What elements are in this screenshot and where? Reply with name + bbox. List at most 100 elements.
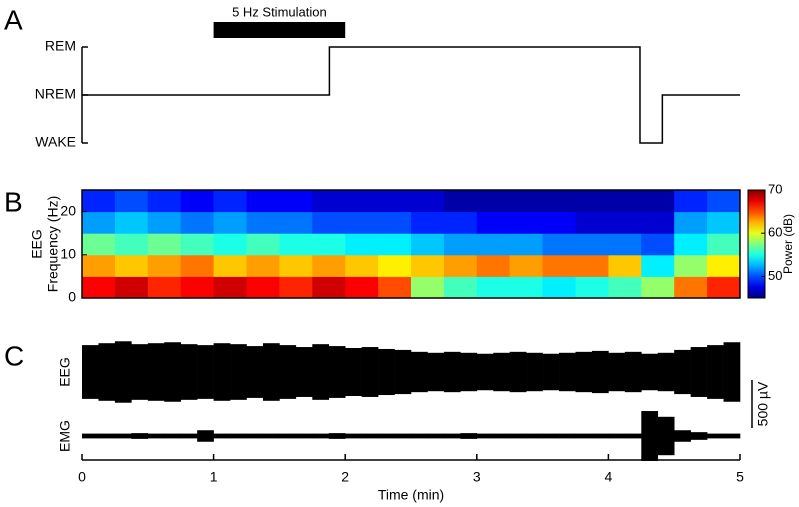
trace-envelope [443, 433, 461, 439]
trace-envelope [378, 348, 395, 396]
trace-envelope [246, 433, 264, 439]
trace-envelope [575, 433, 593, 439]
y-tick-label: NREM [35, 86, 76, 102]
trace-envelope [591, 350, 609, 394]
y-axis-label: Frequency (Hz) [45, 196, 61, 292]
trace-envelope [608, 352, 626, 392]
heat-cell [82, 211, 116, 234]
heat-cell [608, 254, 642, 277]
x-tick-label: 4 [605, 469, 613, 485]
heat-cell [411, 276, 445, 299]
hypnogram-line [82, 46, 740, 144]
heat-cell [213, 233, 247, 256]
y-tick-label: 10 [60, 246, 76, 262]
heat-cell [147, 190, 182, 213]
heat-cell [509, 190, 544, 213]
trace-envelope [378, 433, 395, 439]
heat-cell [707, 233, 741, 256]
trace-envelope [690, 347, 708, 397]
trace-envelope [427, 433, 445, 439]
heat-cell [575, 211, 609, 234]
heat-cell [345, 276, 379, 299]
heat-cell [312, 276, 346, 299]
trace-envelope [164, 433, 181, 439]
heat-cell [246, 211, 280, 234]
heat-cell [312, 254, 346, 277]
heat-cell [147, 211, 182, 234]
trace-envelope [723, 433, 741, 439]
trace-envelope [361, 433, 379, 439]
heat-cell [641, 190, 675, 213]
trace-envelope [559, 433, 576, 439]
heat-cell [674, 190, 708, 213]
heat-cell [82, 254, 116, 277]
heat-cell [345, 233, 379, 256]
trace-envelope [460, 433, 478, 439]
heat-cell [608, 190, 642, 213]
heat-cell [378, 190, 412, 213]
channel-label: EMG [57, 420, 73, 452]
heat-cell [114, 233, 149, 256]
trace-envelope [509, 433, 527, 439]
trace-envelope [707, 433, 724, 439]
heat-cell [345, 211, 379, 234]
channel-label: EEG [57, 357, 73, 387]
heat-cell [476, 190, 511, 213]
panel-label: C [4, 340, 24, 371]
trace-envelope [180, 344, 198, 400]
heat-cell [641, 254, 675, 277]
trace-envelope [197, 430, 214, 442]
trace-envelope [575, 351, 593, 393]
heat-cell [509, 211, 544, 234]
stimulation-label: 5 Hz Stimulation [232, 4, 327, 19]
trace-envelope [674, 430, 691, 442]
heat-cell [411, 254, 445, 277]
trace-envelope [82, 433, 99, 439]
colorbar-label: Power (dB) [781, 214, 795, 274]
x-tick-label: 5 [736, 469, 744, 485]
heat-cell [180, 190, 215, 213]
panel-label: B [4, 186, 23, 217]
heat-cell [509, 276, 544, 299]
trace-envelope [690, 432, 708, 440]
trace-envelope [591, 433, 609, 439]
panel-label: A [4, 4, 23, 35]
trace-envelope [213, 433, 231, 439]
trace-envelope [230, 344, 247, 400]
trace-envelope [328, 346, 346, 398]
heat-cell [180, 211, 215, 234]
heat-cell [411, 233, 445, 256]
heat-cell [443, 233, 478, 256]
heat-cell [542, 211, 576, 234]
trace-envelope [262, 343, 280, 401]
trace-envelope [559, 352, 576, 392]
y-tick-label: WAKE [35, 134, 76, 150]
trace-envelope [509, 351, 527, 393]
trace-envelope [361, 347, 379, 397]
trace-envelope [723, 342, 741, 402]
trace-envelope [394, 349, 412, 395]
heat-cell [674, 211, 708, 234]
heat-cell [476, 276, 511, 299]
trace-envelope [542, 353, 560, 391]
heat-cell [575, 254, 609, 277]
heat-cell [246, 276, 280, 299]
trace-envelope [114, 341, 132, 403]
heat-cell [82, 190, 116, 213]
trace-envelope [147, 343, 165, 401]
heat-cell [641, 276, 675, 299]
trace-envelope [657, 352, 675, 392]
trace-envelope [526, 352, 543, 392]
heat-cell [213, 276, 247, 299]
trace-envelope [427, 352, 445, 392]
heat-cell [674, 276, 708, 299]
heat-cell [509, 254, 544, 277]
colorbar [747, 189, 766, 299]
trace-envelope [624, 351, 642, 393]
heat-cell [114, 190, 149, 213]
trace-envelope [131, 433, 149, 439]
heat-cell [575, 276, 609, 299]
heat-cell [213, 254, 247, 277]
y-tick-label: 20 [60, 202, 76, 218]
